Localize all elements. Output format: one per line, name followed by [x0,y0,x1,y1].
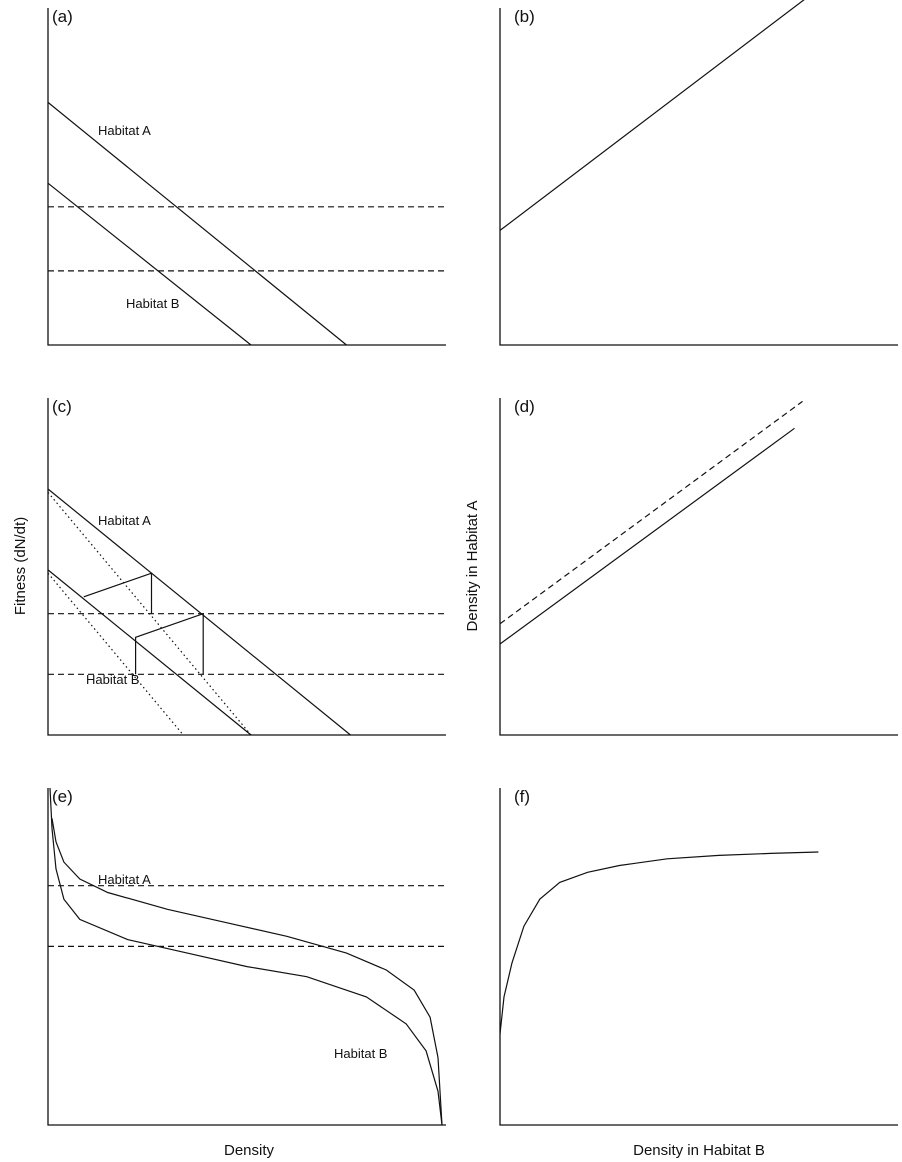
panel-a-habitat-a [47,101,347,346]
panel-c-label: (c) [52,397,72,416]
panel-a: (a) Habitat A Habitat B [47,7,446,346]
panel-d-lines [499,400,803,645]
panel-e: (e) Habitat A Habitat B [47,787,446,1126]
panel-e-curve-label-habitat-a: Habitat A [98,872,151,887]
panel-c-habitat-b [47,569,252,736]
panel-c-habitat-a [47,488,351,736]
panel-c-dotted-line-4 [47,492,252,736]
panel-d: (d) [499,397,898,736]
panel-c-solid-line-7 [135,612,204,675]
panel-c-axes [47,398,446,736]
panel-b-axes [499,8,898,346]
panel-f: (f) [499,787,898,1126]
panel-a-label: (a) [52,7,73,26]
panel-e-habitat-a [51,818,443,1126]
panel-a-axes [47,8,446,346]
panel-a-habitat-b [47,182,252,346]
panel-a-curve-label-habitat-b: Habitat B [126,296,179,311]
panel-d-dashed-line-1 [499,400,803,625]
panel-f-lines [499,851,819,1035]
right-y-axis-title: Density in Habitat A [464,501,481,632]
panel-d-solid-line-0 [499,427,795,645]
panel-e-label: (e) [52,787,73,806]
right-x-axis-title: Density in Habitat B [633,1142,765,1159]
panel-c-dotted-line-5 [47,572,184,736]
panel-c-solid-line-6 [83,572,153,614]
panel-c-curve-label-habitat-a: Habitat A [98,513,151,528]
panel-d-label: (d) [514,397,535,416]
left-x-axis-title: Density [224,1142,275,1159]
panel-f-label: (f) [514,787,530,806]
panel-a-lines [47,101,446,346]
panel-f-solid-line-0 [499,851,819,1035]
panel-e-lines [48,787,446,1126]
panel-e-axes [47,788,446,1126]
panel-a-curve-label-habitat-a: Habitat A [98,123,151,138]
left-y-axis-title: Fitness (dN/dt) [12,517,29,615]
panel-b-lines [499,0,805,231]
panel-e-habitat-b [49,787,443,1126]
panel-c-lines [47,488,446,736]
panel-f-axes [499,788,898,1126]
panel-b-solid-line-0 [499,0,805,231]
panel-c-curve-label-habitat-b: Habitat B [86,672,139,687]
panel-d-axes [499,398,898,736]
panel-b: (b) [499,0,898,346]
panel-b-label: (b) [514,7,535,26]
panel-c: (c) Habitat A Habitat B [47,397,446,736]
panel-e-curve-label-habitat-b: Habitat B [334,1046,387,1061]
